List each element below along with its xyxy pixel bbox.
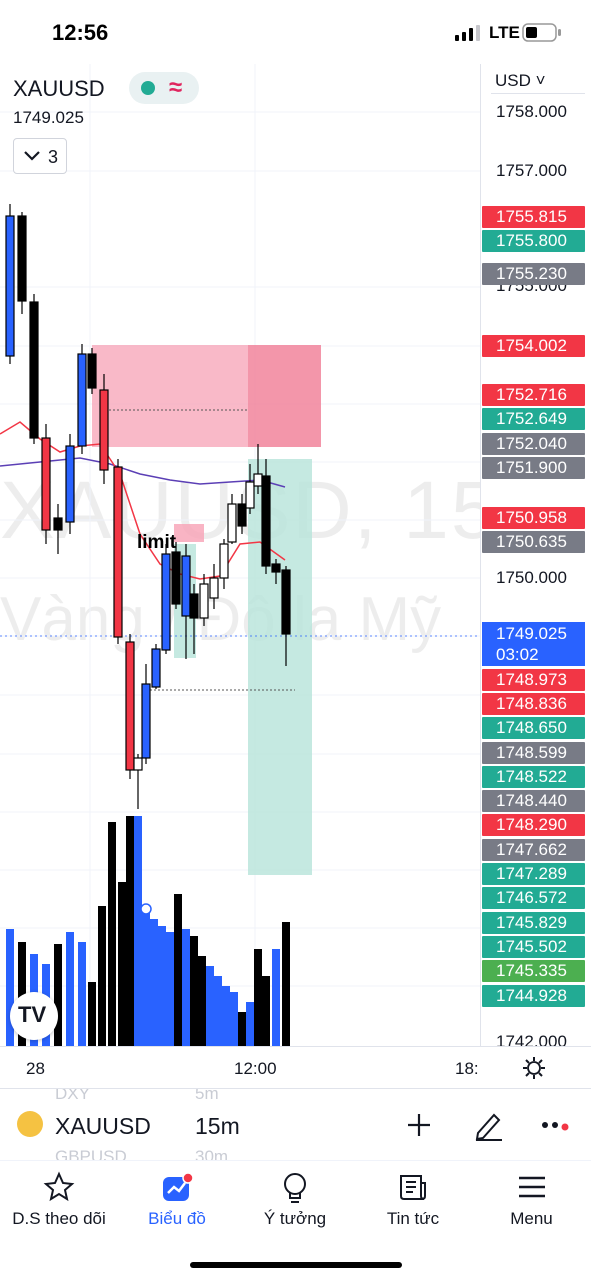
tradingview-logo-text: TV [18,1002,47,1027]
bar-countdown: 03:02 [496,645,539,664]
time-axis[interactable]: 28 12:00 18: [0,1046,591,1088]
price-tag: 1755.800 [482,230,585,252]
tab-label: D.S theo dõi [12,1209,106,1228]
price-tag: 1752.649 [482,408,585,430]
symbol-selector[interactable]: XAUUSD [55,1113,151,1139]
price-tag: 1748.973 [482,669,585,691]
battery-icon [522,23,561,42]
chart-icon [163,1172,194,1201]
symbol-toolbar: DXY 5m GBPUSD 30m XAUUSD 15m [0,1088,591,1160]
price-tag: 1752.040 [482,433,585,455]
tab-news[interactable]: Tin tức [354,1161,472,1241]
price-tag: 1747.662 [482,839,585,861]
delayed-data-icon: ≈ [169,74,183,101]
tab-watchlist[interactable]: D.S theo dõi [0,1161,118,1241]
limit-annotation[interactable]: limit [137,532,177,553]
small-loss-zone [174,524,204,542]
volume-bars [6,816,290,1046]
price-axis[interactable]: 1758.000 1757.000 1755.000 1750.000 1742… [480,64,591,1046]
tab-menu[interactable]: Menu [472,1161,591,1241]
price-axis-tick: 1757.000 [496,161,567,180]
tab-bar: D.S theo dõi Biểu đồ Ý tưởng Tin tức [0,1160,591,1240]
ghost-symbol-above: DXY [55,1088,90,1103]
price-axis-tick: 1758.000 [496,102,567,121]
price-axis-tick: 1750.000 [496,568,567,587]
chevron-down-icon [24,151,40,161]
price-tag: 1751.900 [482,457,585,479]
last-price-value: 1749.025 [496,624,567,643]
status-bar: 12:56 LTE [0,0,591,64]
indicators-toggle-button[interactable]: 3 [13,138,67,174]
price-tag: 1748.290 [482,814,585,836]
price-tag: 1755.815 [482,206,585,228]
news-icon [400,1175,426,1200]
price-tag: 1745.335 [482,960,585,982]
price-tag: 1748.599 [482,742,585,764]
interval-selector[interactable]: 15m [195,1113,240,1139]
signal-icon [455,25,480,41]
status-time: 12:56 [52,20,109,45]
market-status-pill[interactable]: ≈ [129,72,199,104]
chart-symbol-title[interactable]: XAUUSD [13,76,105,101]
price-tag: 1750.958 [482,507,585,529]
price-tag: 1745.502 [482,936,585,958]
plus-icon[interactable] [405,1111,433,1139]
tab-label: Biểu đồ [148,1209,206,1228]
bulb-icon [284,1173,306,1203]
loss-zone-left [92,345,248,447]
chart-symbol-price: 1749.025 [13,108,84,127]
loss-zone-right [248,345,321,447]
more-dots-icon[interactable] [540,1119,574,1135]
price-tag: 1746.572 [482,887,585,909]
chart-watermark-description: Vàng / Đô la Mỹ [0,585,442,654]
chart-grid [0,64,480,1046]
ghost-symbol-below: GBPUSD [55,1147,127,1160]
price-axis-tick: 1742.000 [496,1032,567,1046]
last-price-tag: 1749.025 03:02 [482,622,585,666]
price-tag: 1745.829 [482,912,585,934]
tab-label: Tin tức [386,1209,440,1228]
indicator-count: 3 [48,147,59,167]
price-tag: 1748.650 [482,717,585,739]
price-tag: 1748.522 [482,766,585,788]
chart-area[interactable]: XAUUSD, 15 Vàng / Đô la Mỹ [0,64,480,1046]
tab-label: Menu [510,1209,553,1228]
currency-label: USD [495,71,531,90]
menu-icon [518,1176,545,1198]
gold-bars-icon [17,1111,43,1137]
time-axis-label: 18: [455,1059,479,1078]
pen-icon[interactable] [472,1109,504,1141]
ghost-interval-below: 30m [195,1147,229,1160]
ghost-interval-above: 5m [195,1088,219,1103]
tab-ideas[interactable]: Ý tưởng [236,1161,354,1241]
price-tag: 1748.440 [482,790,585,812]
price-tag: 1747.289 [482,863,585,885]
chart-canvas[interactable] [0,64,480,1046]
gear-icon[interactable] [522,1056,546,1080]
market-open-dot-icon [141,81,155,95]
time-axis-label: 28 [26,1059,45,1078]
home-indicator[interactable] [190,1262,402,1268]
price-tag: 1754.002 [482,335,585,357]
price-tag: 1750.635 [482,531,585,553]
candlesticks [5,204,291,809]
price-tag: 1752.716 [482,384,585,406]
network-label: LTE [489,23,520,42]
time-axis-label: 12:00 [234,1059,277,1078]
price-tag: 1748.836 [482,693,585,715]
price-tag: 1755.230 [482,263,585,285]
star-icon [43,1171,75,1202]
tradingview-logo[interactable]: TV [10,992,58,1040]
tab-label: Ý tưởng [263,1209,327,1228]
price-tag: 1744.928 [482,985,585,1007]
currency-select[interactable]: USD ˅ [491,68,585,94]
profit-zone [248,459,312,875]
ma-slow-line [0,457,286,488]
tab-chart[interactable]: Biểu đồ [118,1161,236,1241]
